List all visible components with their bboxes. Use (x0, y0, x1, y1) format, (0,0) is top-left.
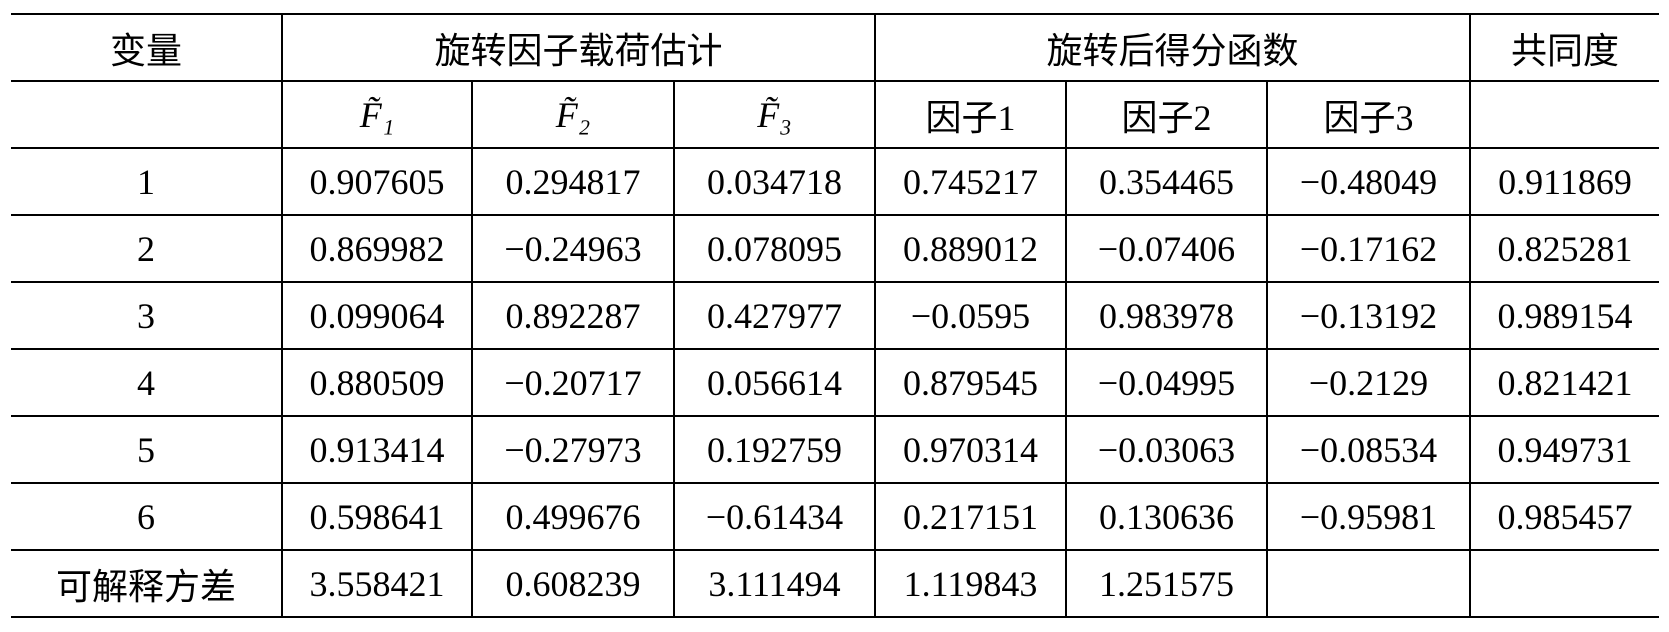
table-cell: 1 (11, 147, 283, 216)
header-row: 变量 旋转因子载荷估计 旋转后得分函数 共同度 (11, 13, 1659, 82)
table-cell: 3 (11, 281, 283, 350)
table-cell: −0.24963 (471, 214, 675, 283)
table-cell: 可解释方差 (11, 549, 283, 618)
table-cell: −0.95981 (1266, 482, 1471, 551)
table-cell: 旋转后得分函数 (874, 13, 1471, 82)
table-cell: −0.61434 (673, 482, 876, 551)
table-cell: 0.745217 (874, 147, 1067, 216)
empty-cell (11, 80, 283, 149)
table-cell: 0.034718 (673, 147, 876, 216)
body-row: 2 0.869982 −0.24963 0.078095 0.889012 −0.0740… (11, 214, 1659, 283)
table-cell: −0.08534 (1266, 415, 1471, 484)
table-cell: 旋转因子载荷估计 (281, 13, 876, 82)
table-cell: 0.130636 (1065, 482, 1268, 551)
table-cell: 1.251575 (1065, 549, 1268, 618)
table-cell: 0.880509 (281, 348, 473, 417)
table-cell: −0.07406 (1065, 214, 1268, 283)
table-cell: 0.879545 (874, 348, 1067, 417)
table-cell: 4 (11, 348, 283, 417)
body-row: 3 0.099064 0.892287 0.427977 −0.0595 0.983978… (11, 281, 1659, 350)
table-cell: 3.111494 (673, 549, 876, 618)
table-cell: 0.869982 (281, 214, 473, 283)
subheader-row: F̃₁ F̃₂ F̃₃ 因子1 因子2 因子3 (11, 80, 1659, 149)
table-cell: 因子2 (1065, 80, 1268, 149)
body-row: 6 0.598641 0.499676 −0.61434 0.217151 0.13063… (11, 482, 1659, 551)
table-cell: 0.907605 (281, 147, 473, 216)
table-cell: 0.354465 (1065, 147, 1268, 216)
data-table: 变量 旋转因子载荷估计 旋转后得分函数 共同度 F̃₁ F̃₂ F̃₃ 因子1 因子2 因子3 1 0… (11, 13, 1659, 618)
table-cell: 0.889012 (874, 214, 1067, 283)
table-cell: −0.2129 (1266, 348, 1471, 417)
table-cell: 变量 (11, 13, 283, 82)
table-cell: 5 (11, 415, 283, 484)
table-cell: −0.04995 (1065, 348, 1268, 417)
table-cell: 0.427977 (673, 281, 876, 350)
table-cell: 0.078095 (673, 214, 876, 283)
table-cell: 0.989154 (1469, 281, 1659, 350)
table-cell: −0.27973 (471, 415, 675, 484)
table-cell: F̃₁ (281, 80, 473, 149)
table-cell: 0.892287 (471, 281, 675, 350)
body-row: 可解释方差 3.558421 0.608239 3.111494 1.119843 1.2… (11, 549, 1659, 618)
table-cell: F̃₃ (673, 80, 876, 149)
table-cell: 0.821421 (1469, 348, 1659, 417)
table-cell: F̃₂ (471, 80, 675, 149)
body-row: 1 0.907605 0.294817 0.034718 0.745217 0.35446… (11, 147, 1659, 216)
table-cell: 1.119843 (874, 549, 1067, 618)
table-cell: 0.056614 (673, 348, 876, 417)
table-cell: 2 (11, 214, 283, 283)
table-cell: −0.17162 (1266, 214, 1471, 283)
table-cell: 0.192759 (673, 415, 876, 484)
table-cell: −0.48049 (1266, 147, 1471, 216)
table-cell: −0.20717 (471, 348, 675, 417)
table-cell: 0.598641 (281, 482, 473, 551)
table-cell: 0.970314 (874, 415, 1067, 484)
table-cell: 0.099064 (281, 281, 473, 350)
body-row: 4 0.880509 −0.20717 0.056614 0.879545 −0.0499… (11, 348, 1659, 417)
table-cell: 0.911869 (1469, 147, 1659, 216)
table-cell: 0.949731 (1469, 415, 1659, 484)
table-cell: 6 (11, 482, 283, 551)
table-cell: −0.0595 (874, 281, 1067, 350)
table-cell: −0.03063 (1065, 415, 1268, 484)
table-cell: −0.13192 (1266, 281, 1471, 350)
table-cell: 0.294817 (471, 147, 675, 216)
table-cell: 3.558421 (281, 549, 473, 618)
table-cell: 0.983978 (1065, 281, 1268, 350)
table-cell: 0.913414 (281, 415, 473, 484)
empty-cell (1266, 549, 1471, 618)
table-cell: 因子1 (874, 80, 1067, 149)
empty-cell (1469, 549, 1659, 618)
table-cell: 0.825281 (1469, 214, 1659, 283)
table-cell: 因子3 (1266, 80, 1471, 149)
table-cell: 0.985457 (1469, 482, 1659, 551)
table-cell: 共同度 (1469, 13, 1659, 82)
empty-cell (1469, 80, 1659, 149)
table-cell: 0.499676 (471, 482, 675, 551)
table-cell: 0.608239 (471, 549, 675, 618)
table-cell: 0.217151 (874, 482, 1067, 551)
body-row: 5 0.913414 −0.27973 0.192759 0.970314 −0.0306… (11, 415, 1659, 484)
